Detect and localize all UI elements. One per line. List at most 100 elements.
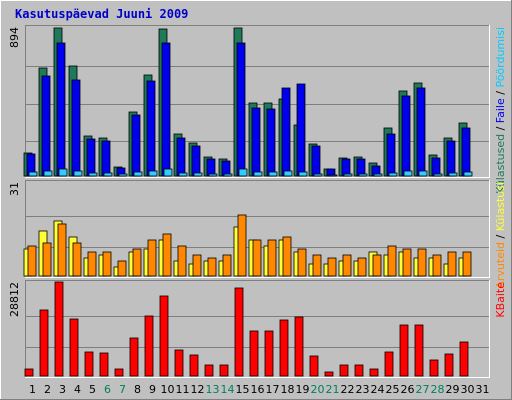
x-tick-label: 21	[326, 383, 340, 396]
bar	[401, 95, 411, 177]
bar	[298, 171, 308, 177]
bar	[279, 319, 289, 377]
bar	[357, 257, 367, 277]
bar	[84, 351, 94, 377]
bar	[237, 214, 247, 277]
bar	[206, 158, 216, 177]
legend-entry: Arvuteid	[494, 242, 507, 289]
bar	[399, 324, 409, 377]
panel-bot: 28812 KBaite	[8, 280, 507, 378]
x-tick-label: 5	[89, 383, 96, 396]
bar	[191, 145, 201, 177]
bar	[447, 251, 457, 277]
bar	[358, 173, 368, 177]
bar	[41, 75, 51, 177]
bar	[414, 324, 424, 377]
legend-separator: /	[494, 88, 507, 99]
x-tick-label: 19	[296, 383, 310, 396]
bar	[328, 174, 338, 177]
bar	[27, 245, 37, 277]
bar	[402, 248, 412, 277]
bar	[268, 171, 278, 177]
x-tick-label: 3	[59, 383, 66, 396]
x-tick-label: 22	[341, 383, 355, 396]
x-tick-label: 6	[104, 383, 111, 396]
bar	[431, 157, 441, 177]
bar	[132, 248, 142, 277]
x-tick-label: 7	[119, 383, 126, 396]
bar	[339, 364, 349, 377]
bar	[118, 173, 128, 177]
bar	[433, 173, 443, 177]
bar	[69, 318, 79, 377]
bar	[28, 171, 38, 177]
bar	[193, 172, 203, 177]
bar	[384, 351, 394, 377]
x-tick-label: 1	[29, 383, 36, 396]
bar	[147, 239, 157, 277]
bar	[429, 359, 439, 377]
bar	[461, 127, 471, 177]
bar	[176, 137, 186, 177]
bar	[223, 173, 233, 177]
bar	[354, 364, 364, 377]
bar	[88, 172, 98, 177]
bar	[192, 254, 202, 277]
bar	[73, 170, 83, 177]
bar	[417, 248, 427, 277]
bar	[238, 168, 248, 177]
bar	[282, 236, 292, 277]
x-tick-label: 29	[446, 383, 460, 396]
bar	[57, 223, 67, 277]
legend-entry: Külastusi	[494, 182, 507, 231]
bar	[312, 254, 322, 277]
x-tick-label: 20	[311, 383, 325, 396]
bar	[99, 352, 109, 377]
bar	[174, 349, 184, 377]
bar	[343, 173, 353, 177]
y-axis-max-label: 31	[8, 182, 21, 196]
bar	[327, 257, 337, 277]
bar	[71, 79, 81, 177]
bar	[177, 245, 187, 277]
x-tick-label: 14	[221, 383, 235, 396]
x-tick-label: 4	[74, 383, 81, 396]
legend-separator: /	[494, 231, 507, 242]
bar	[86, 138, 96, 177]
bar	[131, 114, 141, 177]
bar	[264, 330, 274, 377]
bar	[42, 242, 52, 277]
bar	[219, 364, 229, 377]
y-axis-max-label: 28812	[8, 282, 21, 317]
bar	[448, 172, 458, 177]
chart-title: Kasutuspäevad Juuni 2009	[15, 7, 188, 21]
bar	[114, 368, 124, 377]
x-tick-label: 15	[236, 383, 250, 396]
x-tick-label: 11	[176, 383, 190, 396]
bar	[309, 355, 319, 377]
bar	[313, 173, 323, 177]
bar	[43, 170, 53, 177]
bar	[387, 245, 397, 277]
legend-entry: KBaite	[494, 282, 507, 318]
bar	[267, 239, 277, 277]
x-tick-label: 9	[149, 383, 156, 396]
bar	[159, 295, 169, 377]
x-tick-label: 30	[461, 383, 475, 396]
bar	[463, 171, 473, 177]
bar	[72, 242, 82, 277]
bar	[388, 172, 398, 177]
bar	[251, 107, 261, 177]
bar	[341, 158, 351, 177]
bar	[129, 337, 139, 377]
bar	[189, 354, 199, 377]
bar	[266, 108, 276, 177]
bar	[236, 42, 246, 177]
bar	[162, 233, 172, 277]
bar	[87, 251, 97, 277]
bar	[204, 364, 214, 377]
bar	[294, 316, 304, 377]
bar	[311, 145, 321, 177]
bar	[356, 158, 366, 177]
x-tick-label: 26	[401, 383, 415, 396]
